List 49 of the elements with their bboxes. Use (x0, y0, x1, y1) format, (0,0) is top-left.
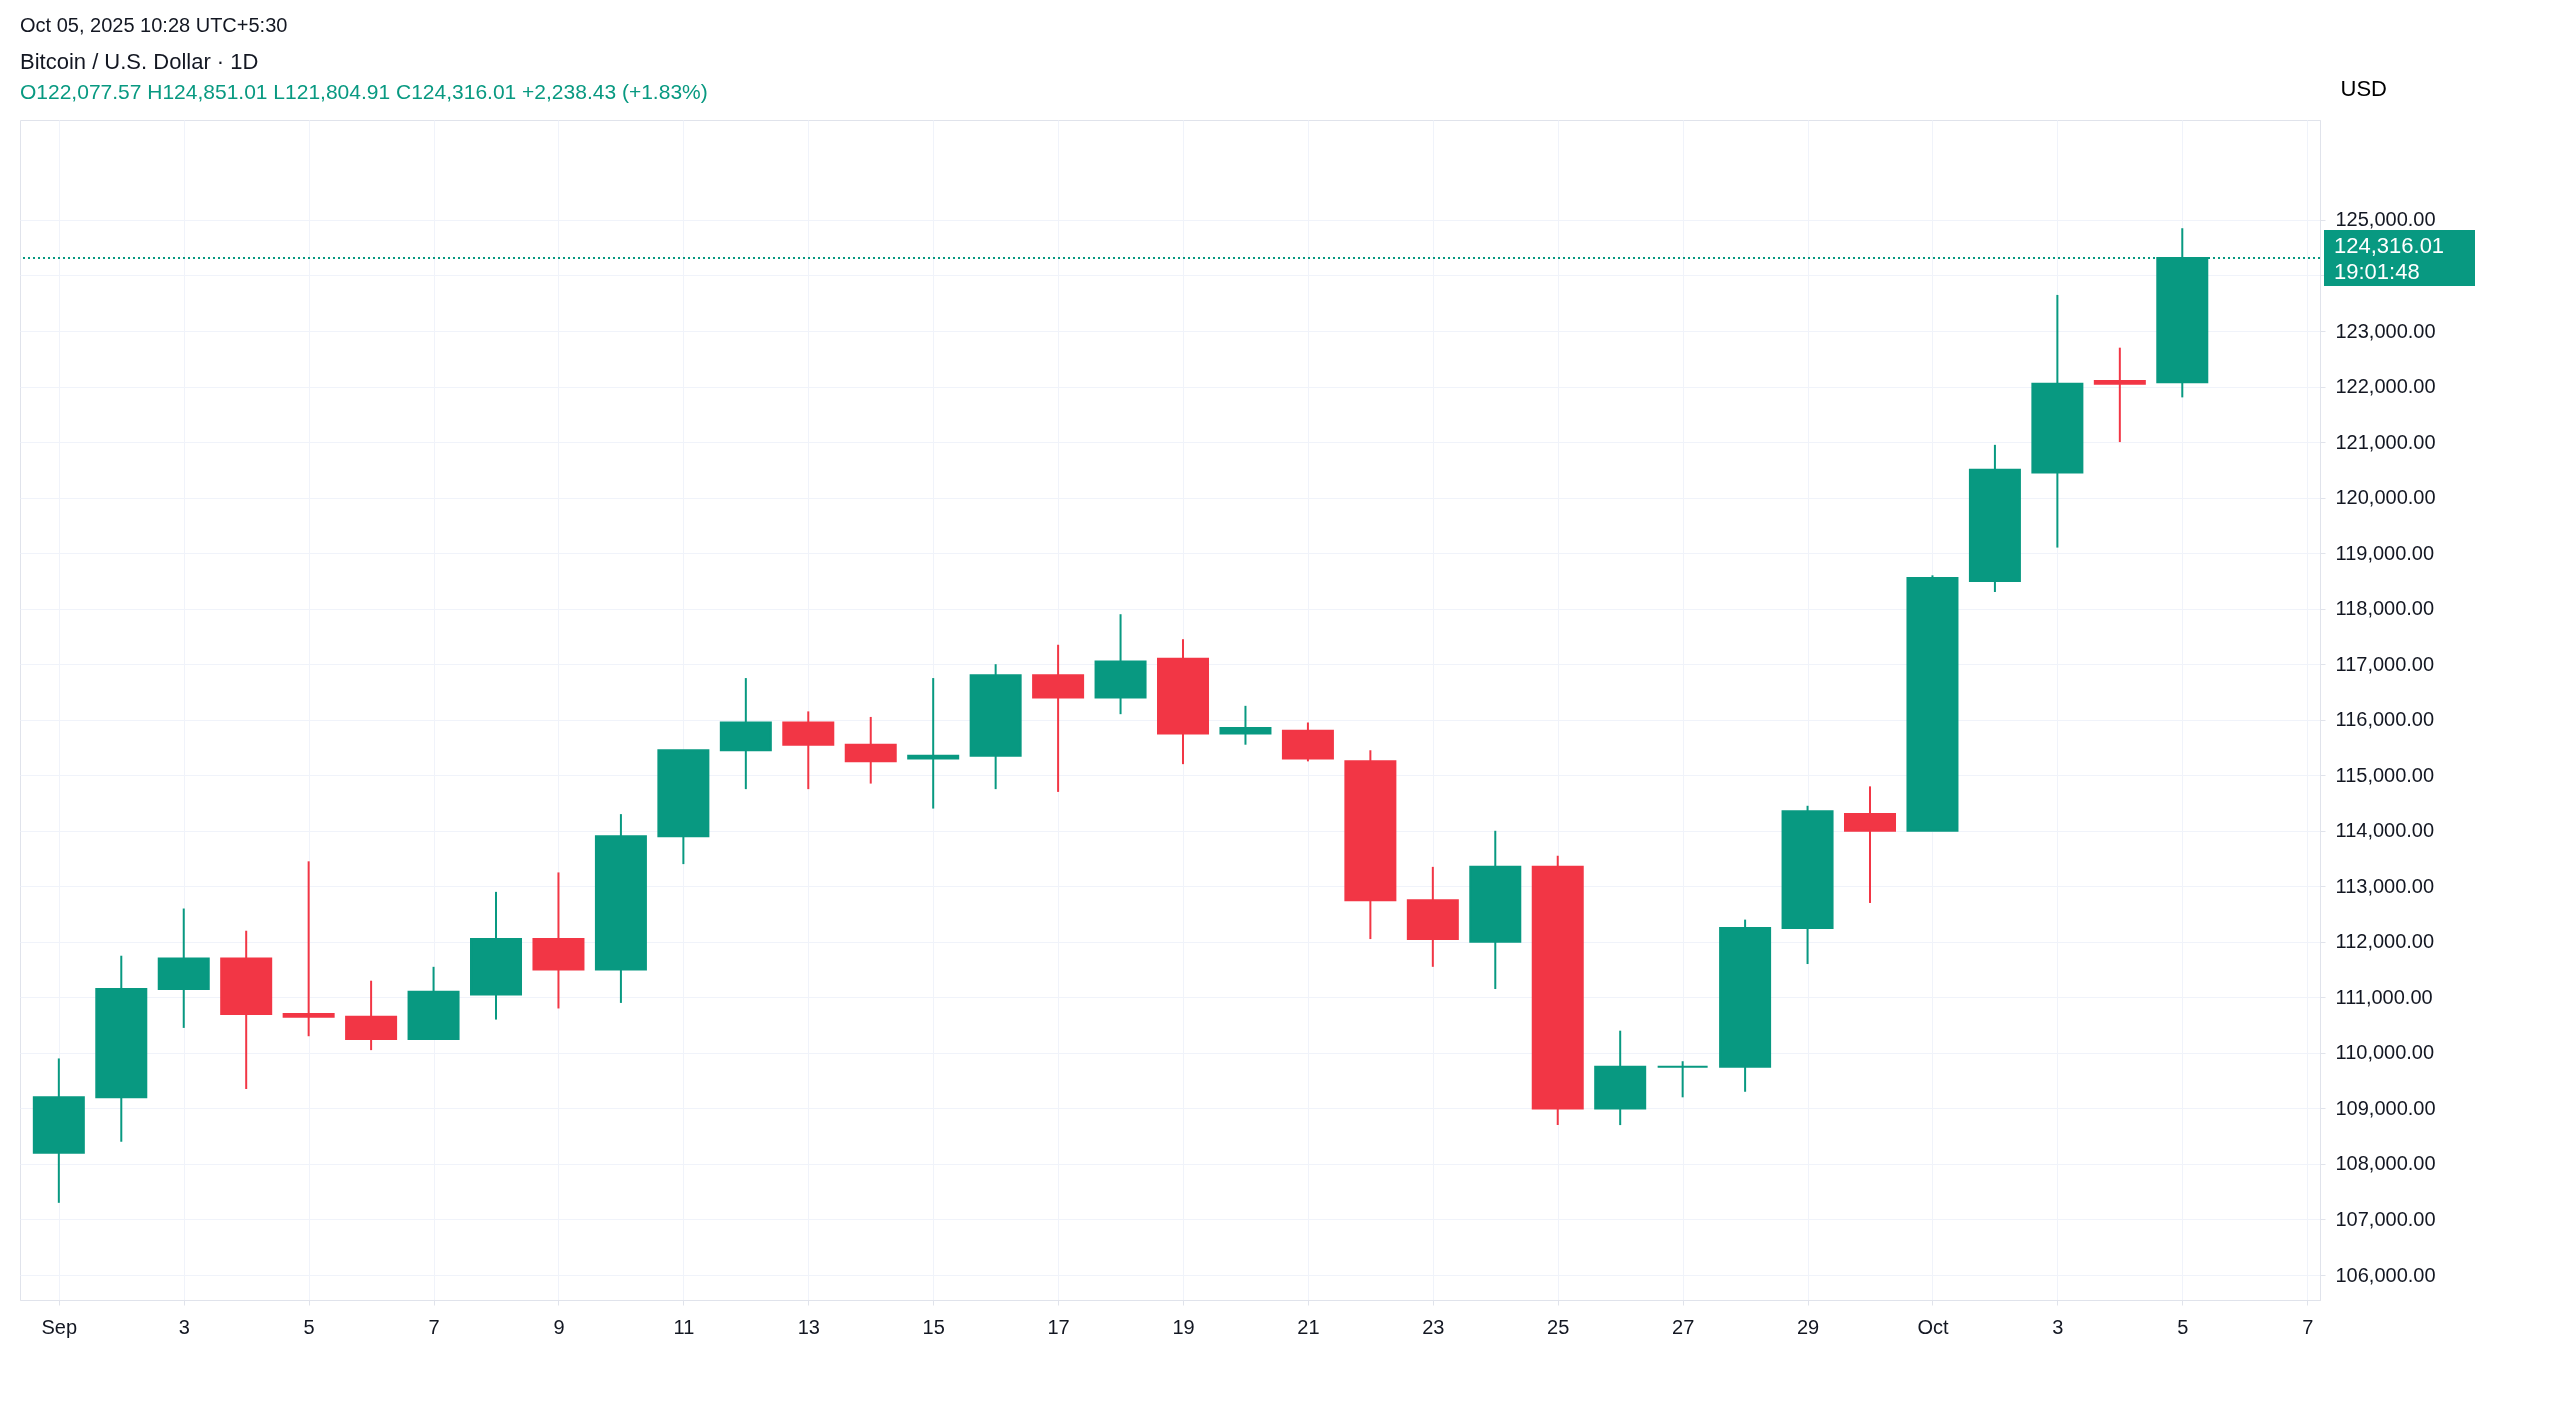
y-tick-label: 113,000.00 (2335, 874, 2435, 897)
x-tick-label: 5 (303, 1315, 315, 1338)
candlestick (1656, 1060, 1709, 1099)
y-tick-label: 115,000.00 (2335, 763, 2435, 786)
y-axis-title: USD (2340, 75, 2387, 101)
ref-line-label: 124,316.01 (2334, 232, 2445, 258)
y-tick-label: 125,000.00 (2335, 208, 2436, 231)
x-tick-label: 7 (428, 1315, 440, 1338)
x-tick-label: 29 (1796, 1315, 1820, 1338)
y-tick-label: 119,000.00 (2335, 541, 2435, 564)
x-tick-label: 21 (1297, 1315, 1320, 1338)
y-tick-label: 110,000.00 (2335, 1041, 2435, 1064)
x-tick-label: 13 (797, 1315, 820, 1338)
y-tick-label: 117,000.00 (2335, 652, 2435, 675)
y-tick-label: 111,000.00 (2335, 985, 2433, 1008)
x-tick-label: 3 (178, 1315, 190, 1338)
x-tick-label: 5 (2177, 1315, 2189, 1338)
y-tick-label: 123,000.00 (2335, 319, 2436, 342)
x-tick-label: Sep (41, 1315, 78, 1338)
x-tick-label: 9 (553, 1315, 565, 1338)
y-tick-label: 120,000.00 (2335, 486, 2436, 509)
y-tick-label: 112,000.00 (2335, 930, 2435, 953)
candlestick (1219, 704, 1272, 746)
x-tick-label: 15 (922, 1315, 945, 1338)
y-tick-label: 109,000.00 (2335, 1096, 2436, 1119)
x-tick-label: 23 (1422, 1315, 1445, 1338)
chart-title: Bitcoin / U.S. Dollar · 1D (20, 49, 259, 74)
x-tick-label: Oct (1917, 1315, 1949, 1338)
y-tick-label: 108,000.00 (2335, 1152, 2436, 1175)
x-tick-label: 3 (2052, 1315, 2064, 1338)
x-tick-label: 11 (673, 1315, 695, 1338)
y-tick-label: 116,000.00 (2335, 708, 2435, 731)
text: Oct 05, 2025 10:28 UTC+5:30 (20, 14, 288, 36)
x-tick-label: 19 (1172, 1315, 1195, 1338)
text: 19:01:48 (2334, 258, 2420, 284)
candlestick (2093, 346, 2146, 444)
x-tick-label: 7 (2302, 1315, 2314, 1338)
candlestick (907, 677, 960, 810)
y-tick-label: 122,000.00 (2335, 375, 2436, 398)
y-tick-label: 107,000.00 (2335, 1207, 2436, 1230)
x-tick-label: 17 (1047, 1315, 1070, 1338)
chart-subtitle: O122,077.57 H124,851.01 L121,804.91 C124,316.01 +2,238.43 (+1.83%) (20, 80, 708, 103)
x-tick-label: 25 (1547, 1315, 1570, 1338)
y-tick-label: 118,000.00 (2335, 597, 2435, 620)
y-tick-label: 121,000.00 (2335, 430, 2436, 453)
x-tick-label: 27 (1672, 1315, 1695, 1338)
y-tick-label: 114,000.00 (2335, 819, 2435, 842)
y-tick-label: 106,000.00 (2335, 1263, 2436, 1286)
candlestick (282, 860, 335, 1038)
